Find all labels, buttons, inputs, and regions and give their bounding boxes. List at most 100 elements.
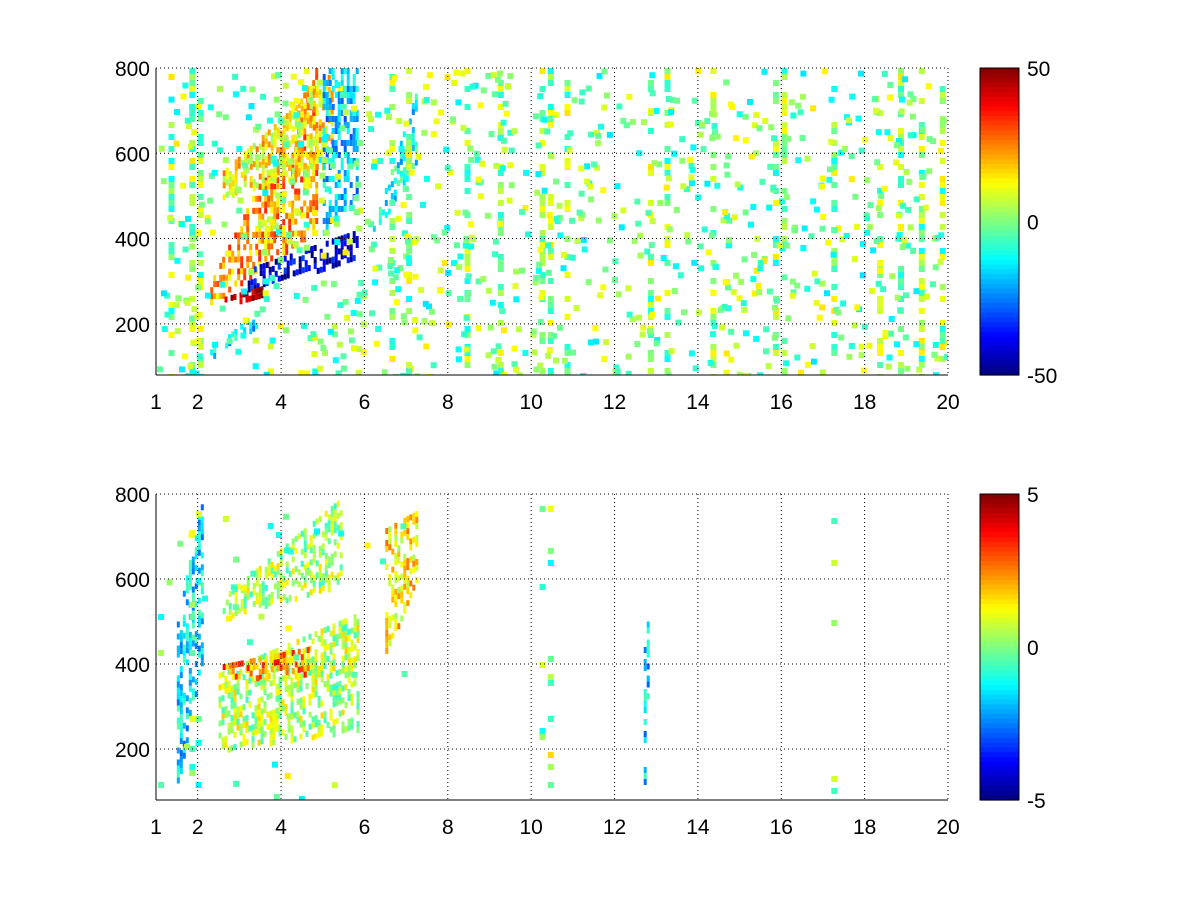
heatmap-cell — [325, 98, 329, 104]
heatmap-cell — [312, 164, 316, 171]
heatmap-cell — [465, 290, 472, 297]
heatmap-cell — [303, 236, 307, 243]
heatmap-cell — [242, 734, 246, 741]
heatmap-cell — [300, 116, 304, 123]
heatmap-cell — [200, 588, 204, 595]
heatmap-cell — [321, 573, 325, 580]
colorbar-step — [980, 608, 1019, 615]
heatmap-cell — [290, 707, 294, 714]
heatmap-cell — [303, 552, 307, 559]
heatmap-cell — [311, 680, 315, 687]
heatmap-cell — [564, 134, 571, 140]
y-tick-label: 200 — [115, 739, 150, 762]
heatmap-cell — [272, 160, 279, 167]
heatmap-cell — [217, 147, 223, 154]
heatmap-cell — [450, 116, 456, 123]
heatmap-cell — [679, 136, 686, 143]
heatmap-cell — [406, 576, 410, 583]
heatmap-cell — [329, 660, 333, 667]
heatmap-cell — [294, 547, 298, 554]
heatmap-cell — [849, 93, 856, 100]
heatmap-cell — [400, 372, 407, 375]
heatmap-cell — [464, 140, 471, 146]
heatmap-cell — [327, 87, 331, 93]
heatmap-cell — [495, 357, 502, 363]
heatmap-cell — [772, 146, 779, 152]
heatmap-cell — [341, 625, 345, 632]
heatmap-cell — [400, 202, 407, 209]
heatmap-cell — [337, 104, 341, 110]
heatmap-cell — [286, 272, 290, 279]
heatmap-cell — [334, 255, 338, 262]
heatmap-cell — [422, 300, 429, 307]
heatmap-cell — [270, 597, 274, 604]
heatmap-cell — [614, 183, 621, 190]
heatmap-cell — [339, 510, 343, 517]
heatmap-cell — [898, 108, 905, 115]
heatmap-cell — [496, 220, 503, 227]
heatmap-cell — [725, 305, 732, 312]
heatmap-cell — [321, 531, 325, 538]
heatmap-cell — [317, 338, 324, 345]
heatmap-cell — [336, 578, 340, 585]
heatmap-cell — [844, 114, 850, 121]
heatmap-cell — [530, 331, 537, 338]
heatmap-cell — [327, 135, 331, 141]
heatmap-cell — [332, 635, 336, 642]
heatmap-cell — [742, 113, 749, 120]
colorbar-step — [980, 771, 1019, 777]
heatmap-cell — [931, 351, 938, 358]
heatmap-cell — [283, 267, 287, 274]
heatmap-cell — [918, 170, 925, 176]
heatmap-cell — [197, 110, 204, 116]
heatmap-cell — [664, 350, 671, 356]
heatmap-cell — [286, 266, 290, 273]
heatmap-cell — [291, 556, 295, 563]
heatmap-cell — [895, 235, 902, 242]
heatmap-cell — [415, 517, 419, 523]
heatmap-cell — [355, 164, 359, 170]
heatmap-cell — [258, 183, 262, 190]
heatmap-cell — [430, 99, 437, 106]
heatmap-cell — [243, 268, 247, 275]
heatmap-cell — [903, 168, 910, 175]
heatmap-cell — [257, 697, 261, 704]
heatmap-cell — [329, 217, 336, 223]
heatmap-cell — [185, 725, 189, 732]
heatmap-cell — [277, 322, 284, 329]
heatmap-cell — [300, 147, 304, 154]
heatmap-cell — [864, 215, 870, 222]
heatmap-cell — [300, 159, 304, 166]
heatmap-cell — [336, 542, 340, 549]
heatmap-cell — [394, 600, 398, 607]
heatmap-cell — [188, 559, 192, 566]
heatmap-cell — [854, 223, 860, 230]
heatmap-cell — [897, 307, 904, 314]
heatmap-cell — [576, 209, 583, 216]
heatmap-cell — [309, 577, 313, 584]
heatmap-cell — [396, 162, 400, 169]
heatmap-cell — [866, 342, 873, 349]
heatmap-cell — [415, 565, 419, 571]
heatmap-cell — [269, 716, 273, 723]
heatmap-cell — [768, 124, 775, 131]
colorbar-step — [980, 149, 1019, 155]
heatmap-cell — [276, 568, 280, 575]
heatmap-cell — [578, 165, 585, 172]
heatmap-cell — [176, 681, 180, 688]
heatmap-cell — [270, 255, 274, 262]
colorbar-step — [980, 120, 1019, 127]
heatmap-cell — [227, 722, 231, 729]
heatmap-cell — [277, 256, 284, 263]
heatmap-cell — [318, 563, 322, 570]
heatmap-cell — [239, 292, 243, 299]
heatmap-cell — [323, 663, 327, 670]
heatmap-cell — [535, 142, 542, 149]
heatmap-cell — [222, 256, 226, 263]
heatmap-cell — [414, 105, 418, 112]
heatmap-cell — [335, 688, 339, 695]
heatmap-cell — [647, 260, 654, 266]
heatmap-cell — [848, 153, 855, 160]
heatmap-cell — [278, 682, 282, 689]
heatmap-cell — [470, 236, 477, 243]
